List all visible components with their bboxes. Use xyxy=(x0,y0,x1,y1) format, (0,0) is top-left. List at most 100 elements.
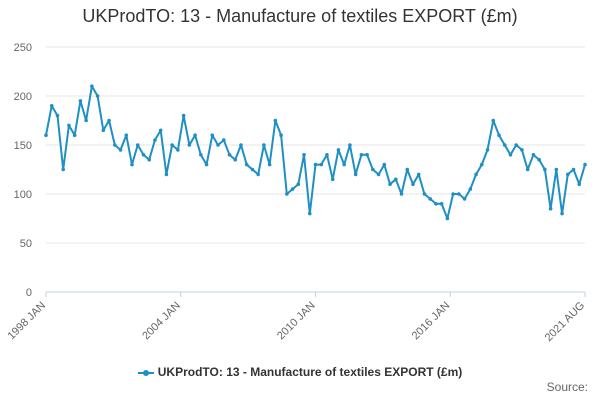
data-point xyxy=(199,153,203,157)
chart-title: UKProdTO: 13 - Manufacture of textiles E… xyxy=(82,6,518,26)
data-point xyxy=(135,143,140,147)
data-point xyxy=(44,133,48,137)
data-point xyxy=(95,94,100,98)
series-line xyxy=(45,85,586,220)
data-point xyxy=(445,216,450,221)
data-point xyxy=(279,133,283,137)
data-point xyxy=(221,138,226,142)
data-point xyxy=(101,128,106,133)
x-tick-label: 2016 JAN xyxy=(410,300,453,343)
data-point xyxy=(67,123,71,128)
source-credit: Source: xyxy=(546,380,588,394)
data-point xyxy=(78,99,83,103)
data-point xyxy=(181,113,186,118)
data-point xyxy=(239,143,243,147)
y-tick-label: 150 xyxy=(14,140,32,152)
data-point xyxy=(525,167,530,172)
data-point xyxy=(147,157,152,162)
data-point xyxy=(285,192,289,196)
data-point xyxy=(250,167,255,172)
data-point xyxy=(439,202,444,206)
data-point xyxy=(565,172,570,177)
data-point xyxy=(153,138,157,142)
data-point xyxy=(141,153,146,157)
data-point xyxy=(130,162,134,167)
data-point xyxy=(158,128,163,133)
data-point xyxy=(548,206,553,211)
data-point xyxy=(313,162,318,167)
data-point xyxy=(531,153,536,157)
data-point xyxy=(451,192,455,196)
data-point xyxy=(474,172,478,177)
data-point xyxy=(485,148,490,152)
y-tick-label: 250 xyxy=(14,42,32,54)
data-point xyxy=(296,182,301,186)
data-point xyxy=(319,162,324,167)
data-point xyxy=(434,202,438,206)
data-point xyxy=(216,143,220,147)
data-point xyxy=(491,118,496,123)
data-point xyxy=(330,177,335,182)
data-point xyxy=(233,157,238,162)
data-point xyxy=(290,187,295,191)
data-point xyxy=(502,143,507,147)
data-point xyxy=(508,153,513,157)
data-point xyxy=(170,143,174,147)
data-point xyxy=(124,133,129,137)
data-point xyxy=(176,148,180,152)
data-point xyxy=(537,157,541,162)
data-point xyxy=(204,162,209,167)
data-point xyxy=(359,153,364,157)
data-point xyxy=(393,177,398,182)
data-point xyxy=(462,197,467,201)
data-point xyxy=(61,167,66,172)
data-point xyxy=(164,172,169,177)
data-point xyxy=(577,182,582,186)
data-point xyxy=(187,143,192,147)
x-tick-label: 2010 JAN xyxy=(275,300,318,343)
data-point xyxy=(256,172,260,177)
data-point xyxy=(479,162,484,167)
data-point xyxy=(543,167,547,172)
y-tick-label: 100 xyxy=(14,189,32,201)
data-point xyxy=(411,182,415,186)
data-point xyxy=(353,172,358,177)
data-point xyxy=(55,113,60,118)
x-tick-label: 2021 AUG xyxy=(543,300,587,344)
data-point xyxy=(49,104,54,108)
y-tick-label: 50 xyxy=(20,238,32,250)
data-point xyxy=(227,153,232,157)
data-point xyxy=(244,162,249,167)
y-tick-label: 200 xyxy=(14,91,32,103)
data-point xyxy=(376,172,381,177)
data-point xyxy=(520,148,524,152)
data-point xyxy=(405,167,410,172)
data-point xyxy=(273,118,278,123)
data-point xyxy=(468,187,473,191)
x-tick-label: 1998 JAN xyxy=(5,300,48,343)
data-point xyxy=(388,182,392,186)
data-point xyxy=(416,172,421,177)
data-point xyxy=(571,167,576,172)
data-point xyxy=(325,153,329,157)
data-point xyxy=(560,211,564,216)
data-point xyxy=(583,162,587,167)
data-point xyxy=(210,133,215,137)
data-point xyxy=(267,162,272,167)
data-point xyxy=(399,192,404,196)
data-point xyxy=(307,211,312,216)
data-point xyxy=(90,84,94,88)
data-point xyxy=(342,162,346,167)
data-point xyxy=(365,153,369,157)
data-point xyxy=(422,192,427,196)
data-point xyxy=(497,133,501,137)
x-tick-label: 2004 JAN xyxy=(140,300,183,343)
data-point xyxy=(382,162,387,167)
legend[interactable]: UKProdTO: 13 - Manufacture of textiles E… xyxy=(0,365,600,379)
data-point xyxy=(554,167,559,172)
legend-label: UKProdTO: 13 - Manufacture of textiles E… xyxy=(157,365,463,379)
data-point xyxy=(262,143,266,147)
data-point xyxy=(72,133,77,137)
data-point xyxy=(302,153,306,157)
